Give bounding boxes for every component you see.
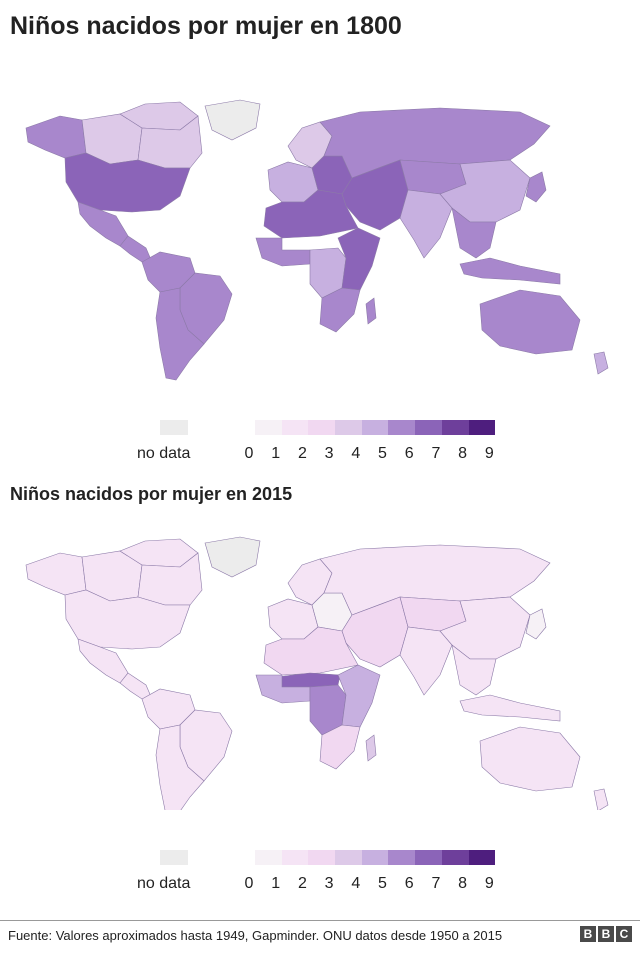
region-japan — [525, 171, 547, 203]
region-central-america — [119, 672, 153, 700]
nodata-swatch — [160, 850, 188, 865]
legend-tick-6: 6 — [404, 445, 414, 462]
legend-tick-7: 7 — [431, 875, 441, 892]
legend-tick-3: 3 — [324, 445, 334, 462]
region-japan — [525, 608, 547, 640]
region-australia — [479, 726, 581, 792]
color-swatch-3 — [335, 420, 362, 435]
legend-tick-5: 5 — [378, 445, 387, 462]
map-2015-title: Niños nacidos por mujer en 2015 — [10, 484, 293, 504]
legend-tick-1: 1 — [271, 445, 281, 462]
color-swatch-2 — [308, 850, 336, 865]
color-swatch-4 — [361, 420, 389, 435]
region-southern-africa — [319, 724, 361, 770]
color-swatch-5 — [388, 420, 416, 435]
source-note: Fuente: Valores aproximados hasta 1949, … — [8, 928, 503, 943]
region-southeast-asia — [451, 207, 497, 259]
bbc-logo-letter: C — [616, 926, 632, 942]
region-north-africa — [263, 626, 359, 676]
color-swatch-0 — [255, 420, 282, 435]
color-swatch-8 — [468, 420, 496, 435]
legend-tick-0: 0 — [244, 445, 254, 462]
nodata-label: no data — [137, 875, 191, 892]
world-map-1800 — [25, 99, 609, 381]
legend-tick-6: 6 — [404, 875, 414, 892]
region-north-africa — [263, 189, 359, 239]
color-scale — [255, 850, 496, 865]
region-alaska — [25, 115, 87, 159]
bbc-logo-letter: B — [580, 926, 596, 942]
color-swatch-0 — [255, 850, 282, 865]
region-australia — [479, 289, 581, 355]
legend-tick-9: 9 — [484, 445, 494, 462]
region-new-zealand — [593, 788, 609, 810]
region-southeast-asia — [451, 644, 497, 696]
nodata-swatch — [160, 420, 188, 435]
legend-tick-3: 3 — [324, 875, 334, 892]
bbc-logo: B B C — [580, 926, 632, 942]
bbc-logo-letter: B — [598, 926, 614, 942]
region-central-america — [119, 235, 153, 263]
legend-tick-1: 1 — [271, 875, 281, 892]
color-swatch-7 — [441, 850, 469, 865]
world-map-2015 — [25, 536, 609, 810]
color-swatch-7 — [441, 420, 469, 435]
legend-tick-9: 9 — [484, 875, 494, 892]
region-west-africa — [255, 237, 311, 267]
region-new-zealand — [593, 351, 609, 375]
color-swatch-1 — [281, 850, 309, 865]
region-indonesia — [459, 257, 561, 285]
legend-tick-4: 4 — [351, 445, 361, 462]
color-swatch-5 — [388, 850, 416, 865]
color-swatch-6 — [415, 850, 442, 865]
footer-divider — [0, 920, 640, 921]
region-southern-africa — [319, 287, 361, 333]
legend-tick-7: 7 — [431, 445, 441, 462]
region-east-africa — [337, 227, 381, 291]
region-greenland — [204, 99, 261, 141]
color-swatch-2 — [308, 420, 336, 435]
color-swatch-8 — [468, 850, 496, 865]
legend-tick-5: 5 — [378, 875, 387, 892]
map-1800-title: Niños nacidos por mujer en 1800 — [10, 12, 402, 40]
color-swatch-6 — [415, 420, 442, 435]
region-south-america-south — [155, 724, 205, 810]
region-india — [399, 626, 453, 696]
color-swatch-1 — [281, 420, 309, 435]
color-scale — [255, 420, 496, 435]
color-swatch-3 — [335, 850, 362, 865]
region-europe-west — [267, 598, 319, 640]
region-south-america-south — [155, 287, 205, 381]
color-swatch-4 — [361, 850, 389, 865]
legend-tick-0: 0 — [244, 875, 254, 892]
region-alaska — [25, 552, 87, 596]
region-madagascar — [365, 734, 377, 762]
legend-tick-2: 2 — [297, 445, 307, 462]
nodata-label: no data — [137, 445, 191, 462]
region-east-africa — [337, 664, 381, 728]
legend-tick-8: 8 — [458, 445, 468, 462]
legend-tick-8: 8 — [458, 875, 468, 892]
region-europe-west — [267, 161, 319, 203]
region-madagascar — [365, 297, 377, 325]
legend-tick-4: 4 — [351, 875, 361, 892]
region-indonesia — [459, 694, 561, 722]
region-india — [399, 189, 453, 259]
region-greenland — [204, 536, 261, 578]
legend-tick-2: 2 — [297, 875, 307, 892]
